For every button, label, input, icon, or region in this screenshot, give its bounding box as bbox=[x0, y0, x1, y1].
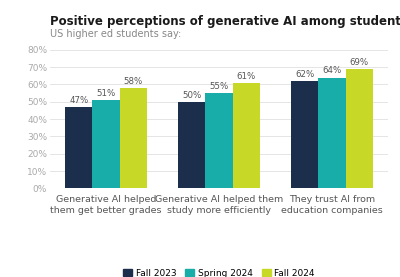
Text: US higher ed students say:: US higher ed students say: bbox=[50, 29, 181, 39]
Text: 55%: 55% bbox=[209, 82, 229, 91]
Legend: Fall 2023, Spring 2024, Fall 2024: Fall 2023, Spring 2024, Fall 2024 bbox=[120, 265, 318, 277]
Text: 47%: 47% bbox=[69, 96, 88, 105]
Bar bbox=[291, 81, 318, 188]
Bar bbox=[206, 93, 232, 188]
Bar bbox=[346, 69, 373, 188]
Bar bbox=[92, 100, 120, 188]
Text: 51%: 51% bbox=[96, 89, 116, 98]
Text: 61%: 61% bbox=[236, 72, 256, 81]
Text: 62%: 62% bbox=[295, 70, 314, 79]
Text: 58%: 58% bbox=[124, 77, 143, 86]
Bar bbox=[120, 88, 147, 188]
Text: 50%: 50% bbox=[182, 91, 202, 100]
Bar bbox=[65, 107, 92, 188]
Text: Positive perceptions of generative AI among students continue to rise.: Positive perceptions of generative AI am… bbox=[50, 15, 400, 28]
Text: 69%: 69% bbox=[350, 58, 369, 67]
Bar bbox=[178, 102, 206, 188]
Bar bbox=[318, 78, 346, 188]
Text: 64%: 64% bbox=[322, 66, 342, 75]
Bar bbox=[232, 83, 260, 188]
